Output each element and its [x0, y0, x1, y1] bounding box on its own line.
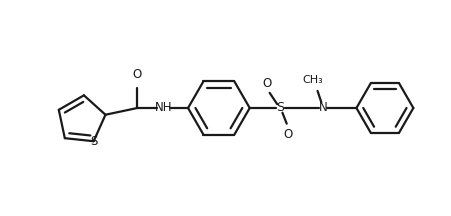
- Text: CH₃: CH₃: [301, 75, 322, 84]
- Text: S: S: [90, 135, 97, 148]
- Text: O: O: [282, 128, 292, 141]
- Text: NH: NH: [154, 102, 172, 114]
- Text: N: N: [318, 102, 327, 114]
- Text: O: O: [133, 68, 142, 81]
- Text: S: S: [276, 102, 284, 114]
- Text: O: O: [262, 77, 272, 90]
